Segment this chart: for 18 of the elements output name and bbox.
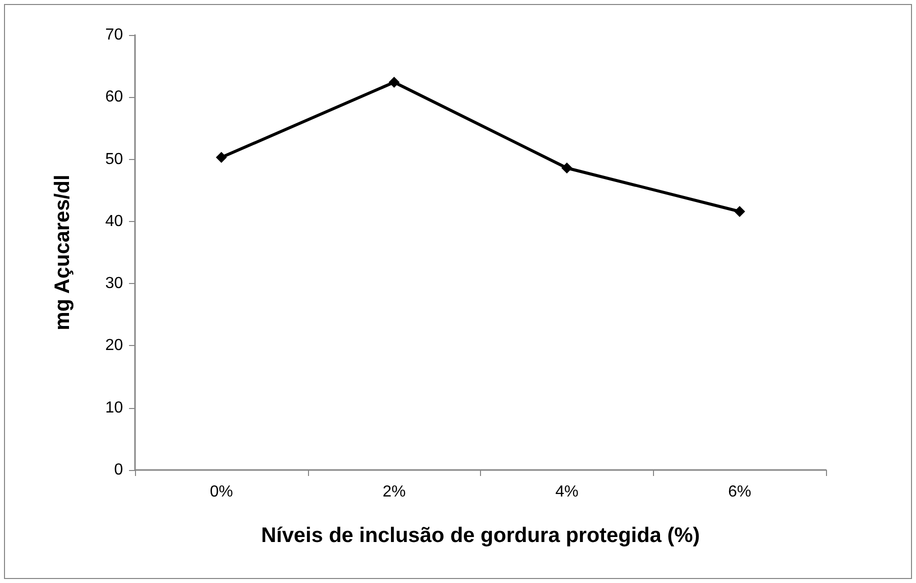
x-tick-label: 4% bbox=[555, 484, 578, 500]
point bbox=[388, 76, 400, 88]
x-tick-label: 0% bbox=[210, 484, 233, 500]
y-tick-label: 20 bbox=[105, 337, 124, 354]
point bbox=[734, 206, 746, 217]
point bbox=[561, 162, 572, 174]
y-tick-label: 70 bbox=[105, 26, 124, 44]
point bbox=[216, 152, 227, 163]
y-tick-label: 10 bbox=[105, 399, 124, 416]
y-tick-label: 30 bbox=[105, 275, 124, 292]
x-tick-label: 2% bbox=[382, 484, 406, 500]
y-tick-label: 0 bbox=[114, 462, 124, 478]
x-axis-title: Níveis de inclusão de gordura protegida (%) bbox=[261, 524, 700, 547]
y-tick-label: 60 bbox=[105, 88, 124, 106]
x-tick-label: 6% bbox=[728, 484, 752, 500]
y-tick-label: 40 bbox=[105, 212, 124, 230]
y-tick-label: 50 bbox=[105, 150, 124, 168]
y-axis-title: mg Açucares/dl bbox=[51, 174, 74, 330]
